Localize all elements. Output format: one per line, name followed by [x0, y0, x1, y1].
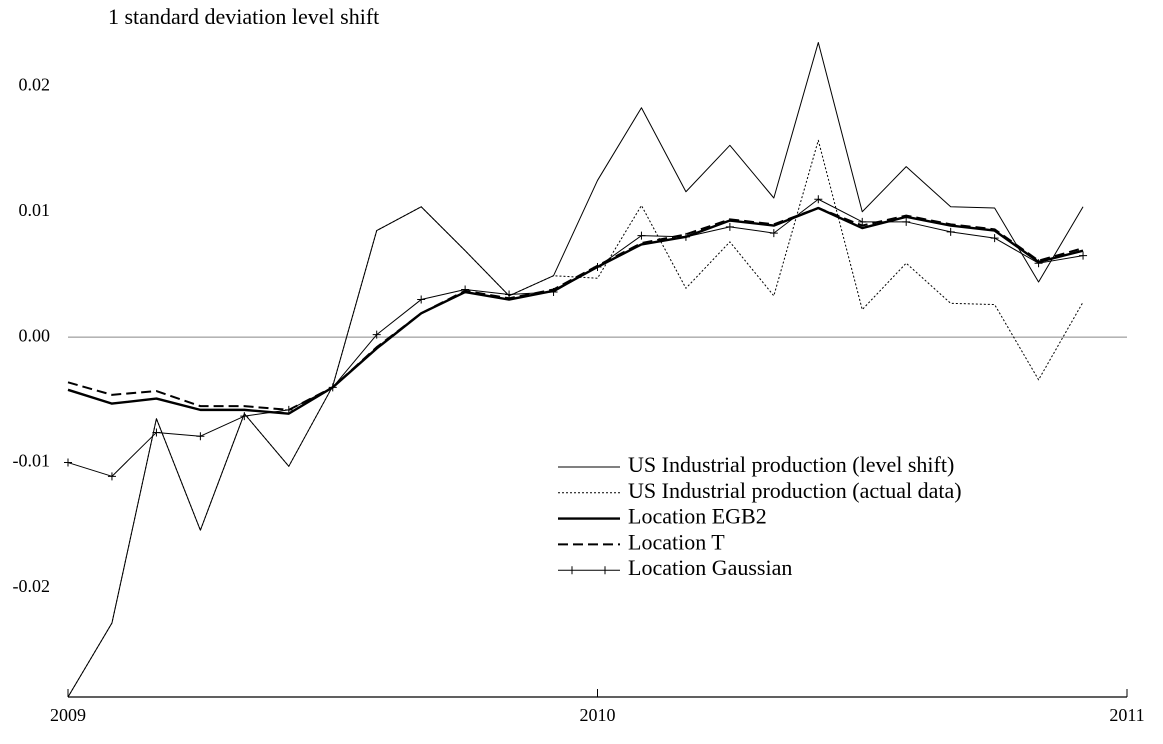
point-marker — [681, 232, 690, 241]
point-marker — [549, 288, 558, 297]
x-tick-label: 2009 — [50, 705, 86, 725]
point-marker — [417, 295, 426, 304]
legend-label: Location T — [628, 529, 725, 554]
legend-label: US Industrial production (actual data) — [628, 478, 962, 503]
series-line — [67, 42, 1084, 698]
point-marker — [152, 428, 161, 437]
legend-label: Location EGB2 — [628, 504, 767, 529]
point-marker — [593, 262, 602, 271]
point-marker — [946, 227, 955, 236]
point-marker — [725, 222, 734, 231]
point-marker — [769, 229, 778, 238]
point-marker — [990, 234, 999, 243]
point-marker — [64, 458, 72, 467]
point-marker — [814, 195, 823, 204]
point-marker — [1079, 251, 1088, 260]
legend-label: Location Gaussian — [628, 555, 792, 580]
point-marker — [637, 231, 646, 240]
point-marker — [461, 285, 470, 294]
point-marker — [284, 405, 293, 414]
x-tick-label: 2011 — [1109, 705, 1144, 725]
y-tick-label: 0.02 — [19, 75, 51, 95]
y-tick-label: -0.01 — [13, 451, 51, 471]
series-line — [67, 198, 1084, 477]
legend-label: US Industrial production (level shift) — [628, 452, 954, 477]
series-line — [67, 139, 1084, 698]
point-marker — [196, 432, 205, 441]
point-marker — [1034, 259, 1043, 268]
point-marker — [505, 290, 514, 299]
point-marker — [107, 472, 116, 481]
point-marker — [902, 217, 911, 226]
point-marker — [372, 330, 381, 339]
point-marker — [240, 412, 249, 421]
series-line — [67, 206, 1084, 415]
x-tick-label: 2010 — [580, 705, 616, 725]
chart-title: 1 standard deviation level shift — [108, 4, 379, 29]
y-tick-label: -0.02 — [13, 576, 51, 596]
point-marker — [858, 217, 867, 226]
series-line — [67, 207, 1084, 411]
y-tick-label: 0.01 — [19, 200, 51, 220]
y-tick-label: 0.00 — [19, 325, 51, 345]
point-marker — [328, 383, 337, 392]
